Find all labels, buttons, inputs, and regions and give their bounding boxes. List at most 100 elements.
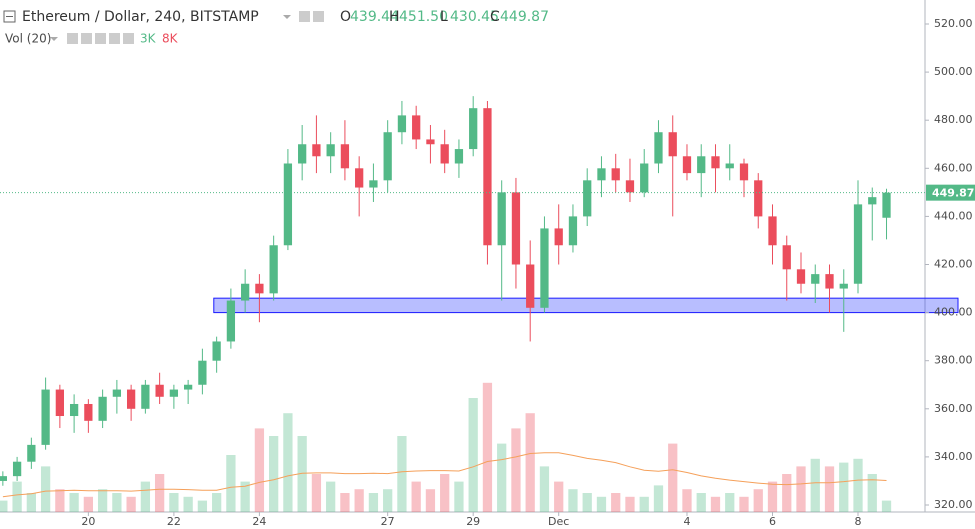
chart-title: Ethereum / Dollar, 240, BITSTAMP <box>22 9 259 25</box>
x-tick-label: 22 <box>167 515 181 528</box>
add-icon[interactable] <box>95 33 106 44</box>
candle-body <box>369 180 378 188</box>
volume-bar <box>83 496 93 512</box>
ohlc-value: 430.45 <box>450 9 499 25</box>
volume-bar <box>183 496 193 512</box>
candle-body <box>625 180 635 193</box>
candle-body <box>98 396 107 421</box>
y-tick-label: 520.00 <box>934 17 973 30</box>
candle-body <box>640 163 649 193</box>
volume-bar <box>297 436 307 512</box>
ohlc-value: 451.50 <box>399 9 448 25</box>
candle-body <box>682 156 692 174</box>
volume-bar <box>40 466 51 512</box>
volume-bar <box>126 496 136 512</box>
candle-body <box>540 228 549 308</box>
y-tick-label: 480.00 <box>934 113 973 126</box>
candle-body <box>782 245 791 270</box>
format-icon[interactable] <box>313 11 324 22</box>
volume-bar <box>254 428 265 512</box>
candle-body <box>825 274 834 289</box>
candle-body <box>340 144 350 169</box>
candle-body <box>725 163 734 169</box>
volume-bar <box>55 489 65 512</box>
candle-body <box>511 192 521 265</box>
y-tick-label: 380.00 <box>934 354 973 367</box>
volume-bar <box>26 493 36 512</box>
volume-bar <box>653 485 664 512</box>
candle-body <box>155 384 164 397</box>
close-icon[interactable] <box>123 33 134 44</box>
volume-bar <box>482 382 493 512</box>
volume-bar <box>696 493 706 512</box>
volume-bar <box>283 413 293 512</box>
volume-bar <box>383 489 393 512</box>
volume-bar <box>839 462 849 512</box>
candle-body <box>55 389 64 417</box>
volume-bar <box>796 466 806 512</box>
candle-body <box>226 300 236 342</box>
candle-body <box>454 149 464 164</box>
volume-bar <box>853 458 863 512</box>
y-tick-label: 360.00 <box>934 402 973 415</box>
candle-body <box>426 139 435 145</box>
volume-bar <box>539 466 550 512</box>
add-icon[interactable] <box>109 33 120 44</box>
collapse-icon[interactable] <box>3 10 16 23</box>
x-tick-label: 29 <box>466 515 480 528</box>
candle-body <box>412 115 421 140</box>
settings-icon[interactable] <box>81 33 92 44</box>
candle-body <box>69 403 79 417</box>
volume-bar <box>112 493 122 512</box>
x-tick-label: Dec <box>548 515 569 528</box>
volume-bar <box>739 496 749 512</box>
volume-bar <box>568 489 578 512</box>
candle-body <box>169 389 179 397</box>
candle-body <box>27 444 36 462</box>
candle-body <box>184 384 193 390</box>
volume-bar <box>454 481 464 512</box>
volume-bar <box>596 496 607 512</box>
volume-bar <box>682 489 692 512</box>
volume-bar <box>212 493 222 512</box>
candle-body <box>739 163 749 181</box>
candle-body <box>126 389 136 409</box>
y-tick-label: 460.00 <box>934 161 973 174</box>
dropdown-icon[interactable] <box>283 15 291 19</box>
candle-body <box>839 283 848 289</box>
volume-ma-line <box>2 452 887 498</box>
x-tick-label: 20 <box>81 515 95 528</box>
support-zone <box>213 297 959 314</box>
candle-body <box>483 108 492 246</box>
candle-body <box>853 204 863 284</box>
volume-bar <box>582 493 592 512</box>
candle-body <box>255 283 264 294</box>
volume-bar <box>425 489 436 512</box>
x-tick-label: 24 <box>252 515 266 528</box>
eye-icon[interactable] <box>67 33 78 44</box>
y-tick-label: 420.00 <box>934 258 973 271</box>
dropdown-icon[interactable] <box>50 37 58 41</box>
candle-body <box>868 197 877 205</box>
candle-body <box>41 389 50 445</box>
x-tick-label: 4 <box>683 515 690 528</box>
volume-bar <box>154 474 165 512</box>
y-tick-label: 440.00 <box>934 209 973 222</box>
volume-bar <box>197 500 208 512</box>
candle-body <box>283 163 293 246</box>
volume-value: 8K <box>162 32 179 46</box>
volume-bar <box>511 428 521 512</box>
volume-bar <box>824 466 835 512</box>
candle-body <box>383 132 392 181</box>
y-tick-label: 320.00 <box>934 498 973 511</box>
candle-body <box>811 274 820 284</box>
volume-bar <box>0 500 8 512</box>
candle-body <box>440 144 449 164</box>
settings-icon[interactable] <box>299 11 310 22</box>
candle-body <box>611 168 620 181</box>
y-tick-label: 340.00 <box>934 450 973 463</box>
volume-bar <box>753 489 763 512</box>
candle-body <box>269 245 278 294</box>
candle-body <box>0 476 7 481</box>
ohlc-letter: L <box>440 9 448 25</box>
